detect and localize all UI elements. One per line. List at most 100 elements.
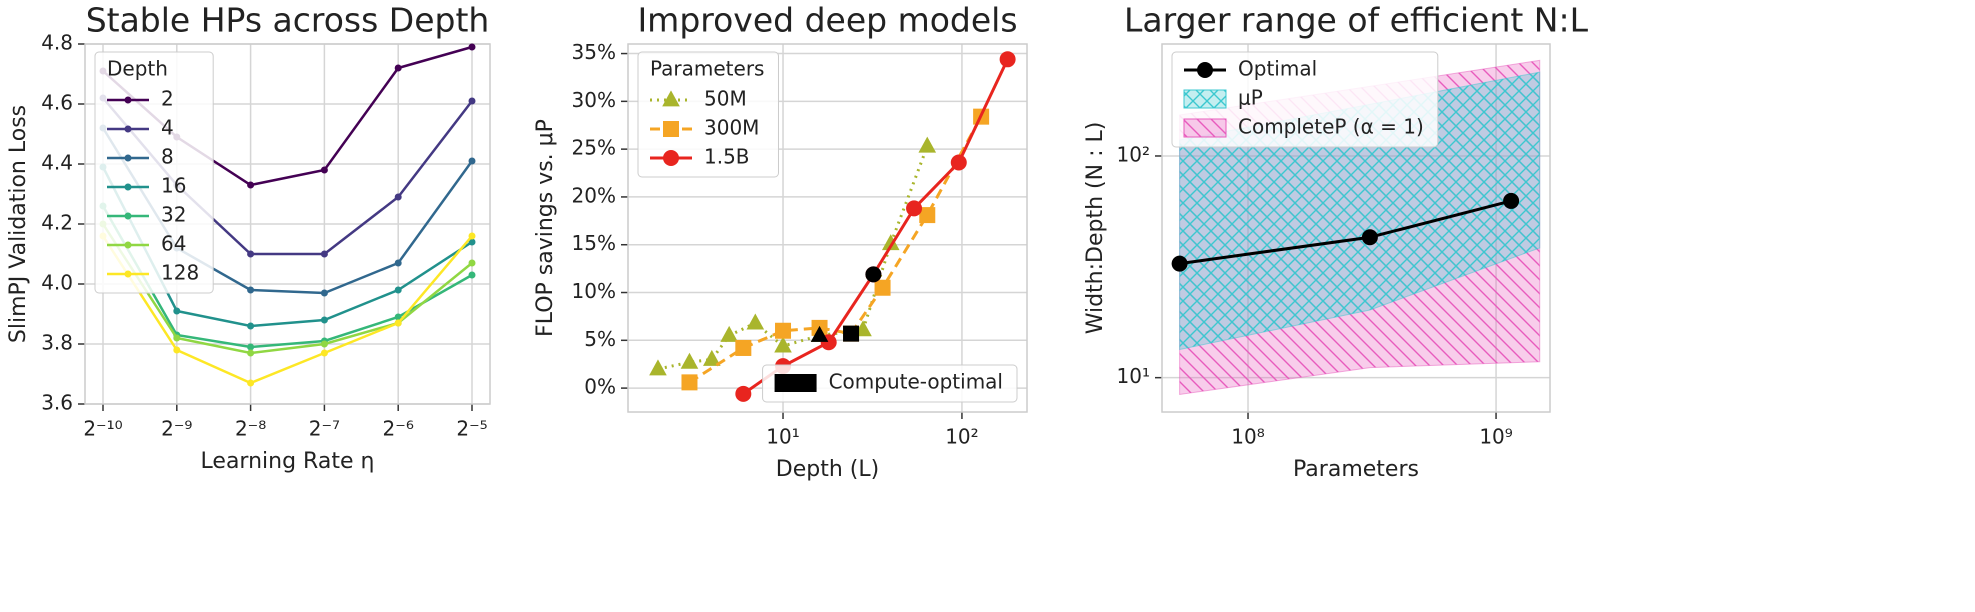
legend-box (94, 51, 214, 294)
legend-label: CompleteP (α = 1) (1238, 115, 1424, 139)
marker (810, 325, 829, 342)
marker (703, 349, 721, 366)
y-tick-label: 0% (584, 375, 616, 399)
marker (394, 64, 402, 72)
legend-label: 16 (161, 174, 186, 198)
marker (320, 340, 328, 348)
marker (320, 316, 328, 324)
y-tick-label: 4.4 (41, 151, 73, 175)
x-tick-label: 2⁻¹⁰ (83, 417, 122, 441)
x-axis-label: Learning Rate η (201, 449, 375, 474)
marker (124, 96, 132, 104)
marker (173, 307, 181, 315)
marker (124, 212, 132, 220)
marker (124, 270, 132, 278)
x-axis-label: Parameters (1293, 457, 1419, 482)
y-tick-label: 4.6 (41, 91, 73, 115)
marker (394, 286, 402, 294)
legend-label: Compute-optimal (829, 370, 1003, 394)
marker (468, 259, 476, 267)
marker (918, 136, 937, 153)
marker (247, 286, 255, 294)
x-tick-label: 2⁻⁸ (235, 417, 266, 441)
marker (919, 207, 936, 224)
marker (124, 183, 132, 191)
chart-title: Improved deep models (637, 1, 1017, 40)
chart-title: Stable HPs across Depth (86, 1, 490, 40)
marker (173, 346, 181, 354)
legend-box (637, 51, 779, 178)
plot-frame (84, 43, 491, 405)
marker (247, 181, 255, 189)
marker (320, 289, 328, 297)
x-tick-label: 2⁻⁷ (309, 417, 340, 441)
legend-label: 2 (161, 87, 174, 111)
legend-title: Parameters (650, 57, 764, 81)
marker (247, 379, 255, 387)
y-tick-label: 4.0 (41, 271, 73, 295)
series-line (101, 235, 473, 385)
legend-label: 8 (161, 145, 174, 169)
legend-label: 1.5B (704, 145, 750, 169)
plot-frame (627, 43, 1028, 413)
marker (468, 157, 476, 165)
legend-patch (774, 374, 817, 392)
legend-label: 128 (161, 261, 199, 285)
marker (320, 349, 328, 357)
x-tick-label: 2⁻⁵ (456, 417, 487, 441)
marker (735, 385, 752, 402)
marker (662, 90, 680, 107)
marker (124, 241, 132, 249)
y-tick-label: 10% (572, 279, 616, 303)
marker (247, 349, 255, 357)
marker (1197, 62, 1213, 78)
y-tick-label: 30% (572, 88, 616, 112)
y-tick-label: 20% (572, 183, 616, 207)
marker (663, 150, 679, 166)
legend-label: 300M (704, 116, 759, 140)
legend-patch (1183, 89, 1227, 109)
marker (468, 97, 476, 105)
legend-patch (1183, 118, 1227, 138)
marker (124, 154, 132, 162)
marker (394, 313, 402, 321)
legend-label: 4 (161, 116, 174, 140)
legend-box (1171, 51, 1439, 148)
series-line (657, 145, 929, 371)
y-tick-label: 5% (584, 327, 616, 351)
legend-box (762, 364, 1018, 403)
y-tick-label: 3.6 (41, 391, 73, 415)
marker (999, 51, 1016, 68)
y-axis-label: FLOP savings vs. μP (533, 119, 558, 337)
marker (735, 339, 752, 356)
marker (1503, 192, 1520, 209)
marker (774, 336, 792, 353)
marker (881, 234, 900, 251)
x-axis-label: Depth (L) (776, 457, 879, 482)
legend: Optimal μP CompleteP (α = 1) (1171, 51, 1439, 148)
marker (865, 266, 882, 283)
chart-title: Larger range of efficient N:L (1124, 1, 1589, 40)
y-tick-label: 4.2 (41, 211, 73, 235)
marker (720, 325, 738, 342)
marker (843, 325, 860, 342)
marker (874, 279, 891, 296)
legend-title: Depth (107, 57, 168, 81)
x-tick-label: 10⁹ (1479, 425, 1512, 449)
marker (394, 319, 402, 327)
marker (649, 359, 667, 376)
y-axis-label: Width:Depth (N : L) (1083, 122, 1108, 335)
marker (247, 343, 255, 351)
marker (746, 313, 765, 330)
marker (663, 121, 679, 137)
marker (320, 250, 328, 258)
x-tick-label: 2⁻⁶ (383, 417, 414, 441)
marker (394, 193, 402, 201)
legend: Compute-optimal (762, 364, 1018, 403)
marker (680, 352, 699, 369)
y-tick-label: 3.8 (41, 331, 73, 355)
marker (468, 43, 476, 51)
x-tick-label: 10² (945, 425, 978, 449)
